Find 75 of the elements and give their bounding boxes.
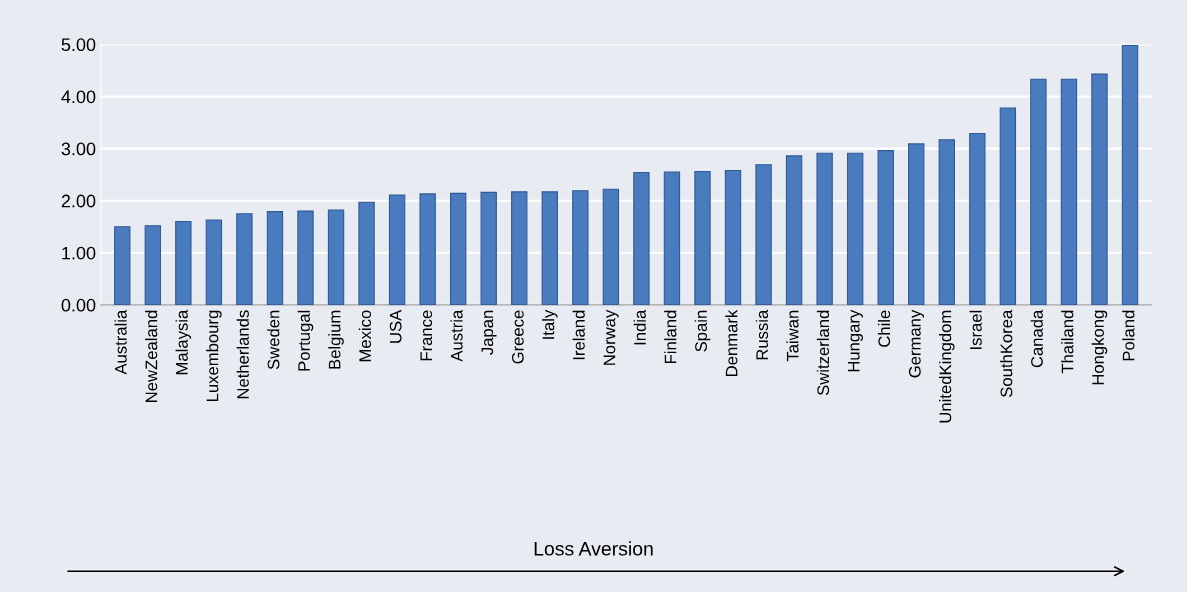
text: Loss Aversion — [534, 541, 653, 556]
x-tick-label: Belgium — [328, 310, 344, 369]
x-tick-label: France — [420, 310, 433, 361]
bar — [541, 191, 558, 305]
y-tick-label: 5.00 — [61, 38, 96, 52]
y-tick-label: 3.00 — [61, 142, 96, 156]
x-tick-label: SouthKorea — [1000, 309, 1013, 398]
x-tick-label: Sweden — [267, 310, 280, 370]
x-tick-label: Hungary — [848, 309, 863, 372]
bar — [358, 201, 375, 305]
x-tick-label: Greece — [511, 310, 524, 364]
bar — [511, 191, 528, 305]
bar — [969, 132, 986, 305]
bar — [572, 190, 589, 305]
y-tick-label: 4.00 — [61, 90, 96, 104]
y-tick-label: 2.00 — [61, 194, 96, 208]
bar — [419, 193, 436, 305]
bar — [388, 194, 406, 305]
bar — [449, 192, 467, 305]
bar — [877, 150, 894, 305]
x-tick-label: Switzerland — [816, 310, 830, 396]
bar — [297, 210, 314, 305]
bar — [633, 172, 650, 305]
bar — [327, 209, 345, 305]
x-tick-label: Canada — [1030, 309, 1043, 368]
bar — [694, 170, 711, 305]
bar — [175, 220, 192, 305]
bar — [785, 155, 803, 305]
x-tick-label: Thailand — [1061, 310, 1074, 374]
bar — [144, 225, 161, 305]
x-tick-label: USA — [389, 309, 402, 343]
x-tick-label: Russia — [755, 309, 769, 360]
x-tick-label: Chile — [877, 310, 891, 347]
bar — [266, 211, 284, 305]
bar — [938, 139, 955, 305]
bar — [1030, 78, 1047, 305]
x-tick-label: Finland — [664, 310, 677, 364]
x-tick-label: Austria — [450, 309, 463, 362]
x-tick-label: Poland — [1122, 310, 1135, 361]
x-tick-label: NewZealand — [145, 310, 158, 402]
bar — [816, 152, 833, 305]
bar — [755, 164, 772, 305]
x-tick-label: Japan — [481, 310, 497, 355]
x-tick-label: Spain — [694, 310, 711, 352]
x-tick-label: Italy — [542, 309, 558, 339]
bar — [846, 152, 864, 305]
bar — [236, 213, 253, 305]
x-tick-label: Netherlands — [236, 310, 249, 399]
x-tick-label: Australia — [114, 309, 127, 375]
bar — [1091, 73, 1108, 305]
x-tick-label: India — [633, 309, 646, 345]
x-tick-label: Mexico — [358, 310, 372, 362]
bar — [1060, 78, 1078, 305]
bar — [908, 143, 925, 305]
x-tick-label: Hongkong — [1091, 310, 1108, 385]
y-tick-label: 0.00 — [61, 298, 96, 312]
bar — [205, 219, 223, 305]
bar — [114, 226, 131, 305]
x-tick-label: Norway — [603, 309, 619, 365]
x-tick-label: Luxembourg — [206, 310, 222, 402]
y-tick-label: 1.00 — [62, 246, 96, 260]
x-tick-label: Portugal — [297, 310, 314, 371]
bar — [1121, 44, 1139, 305]
x-tick-label: Denmark — [725, 309, 738, 376]
x-tick-label: Taiwan — [786, 310, 799, 362]
x-tick-label: Israel — [969, 310, 982, 349]
x-tick-label: Germany — [908, 309, 925, 378]
x-tick-label: Ireland — [572, 310, 585, 360]
bar — [724, 169, 742, 305]
bar — [602, 188, 620, 305]
x-tick-label: UnitedKingdom — [939, 310, 955, 423]
bar — [999, 107, 1017, 305]
bar — [663, 171, 681, 305]
bar — [480, 191, 497, 305]
x-tick-label: Malaysia — [175, 309, 192, 375]
